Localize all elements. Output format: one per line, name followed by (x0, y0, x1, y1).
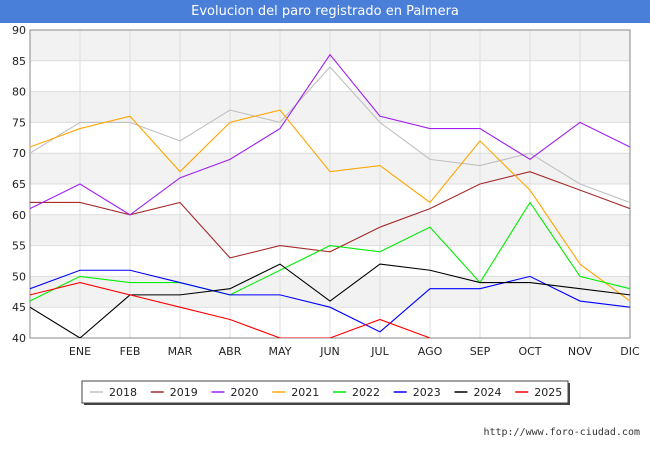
legend-label-2018: 2018 (109, 386, 137, 399)
y-tick-label: 75 (12, 116, 26, 129)
y-tick-label: 80 (12, 86, 26, 99)
y-tick-label: 50 (12, 270, 26, 283)
legend-label-2020: 2020 (231, 386, 259, 399)
x-tick-label: MAY (269, 345, 292, 358)
legend-label-2023: 2023 (413, 386, 441, 399)
legend-label-2022: 2022 (352, 386, 380, 399)
legend-label-2019: 2019 (170, 386, 198, 399)
legend-label-2024: 2024 (474, 386, 502, 399)
y-tick-label: 70 (12, 147, 26, 160)
x-tick-label: SEP (470, 345, 491, 358)
source-url: http://www.foro-ciudad.com (483, 427, 640, 438)
x-tick-label: JUL (370, 345, 389, 358)
legend-label-2021: 2021 (291, 386, 319, 399)
x-tick-label: ABR (219, 345, 242, 358)
y-tick-label: 55 (12, 240, 26, 253)
series-lines (30, 53, 630, 338)
y-tick-label: 90 (12, 24, 26, 37)
x-axis-ticks: ENE FEB MAR ABR MAY JUN JUL AGO SEP OCT NOV DIC (69, 345, 640, 358)
y-tick-label: 45 (12, 301, 26, 314)
series-line-2023 (30, 269, 630, 333)
legend-box (81, 380, 569, 404)
x-tick-label: ENE (69, 345, 91, 358)
series-line-2020 (30, 53, 630, 216)
y-axis-ticks: 40 45 50 55 60 65 70 75 80 85 90 (12, 24, 26, 345)
legend: 2018 2019 2020 2021 2022 2023 2024 2025 (81, 380, 570, 405)
series-line-2025 (30, 281, 431, 338)
x-tick-label: NOV (568, 345, 593, 358)
series-line-2018 (30, 66, 630, 203)
y-tick-label: 65 (12, 178, 26, 191)
x-tick-label: AGO (418, 345, 443, 358)
x-tick-label: JUN (319, 345, 340, 358)
legend-label-2025: 2025 (534, 386, 562, 399)
y-tick-label: 40 (12, 332, 26, 345)
series-line-2022 (30, 201, 630, 302)
x-tick-label: FEB (120, 345, 141, 358)
y-tick-label: 60 (12, 209, 26, 222)
x-tick-label: OCT (518, 345, 541, 358)
x-tick-label: DIC (620, 345, 640, 358)
x-tick-label: MAR (168, 345, 193, 358)
chart-title: Evolucion del paro registrado en Palmera (191, 4, 459, 19)
series-line-2021 (30, 109, 630, 302)
y-tick-label: 85 (12, 55, 26, 68)
title-bar (0, 0, 650, 23)
